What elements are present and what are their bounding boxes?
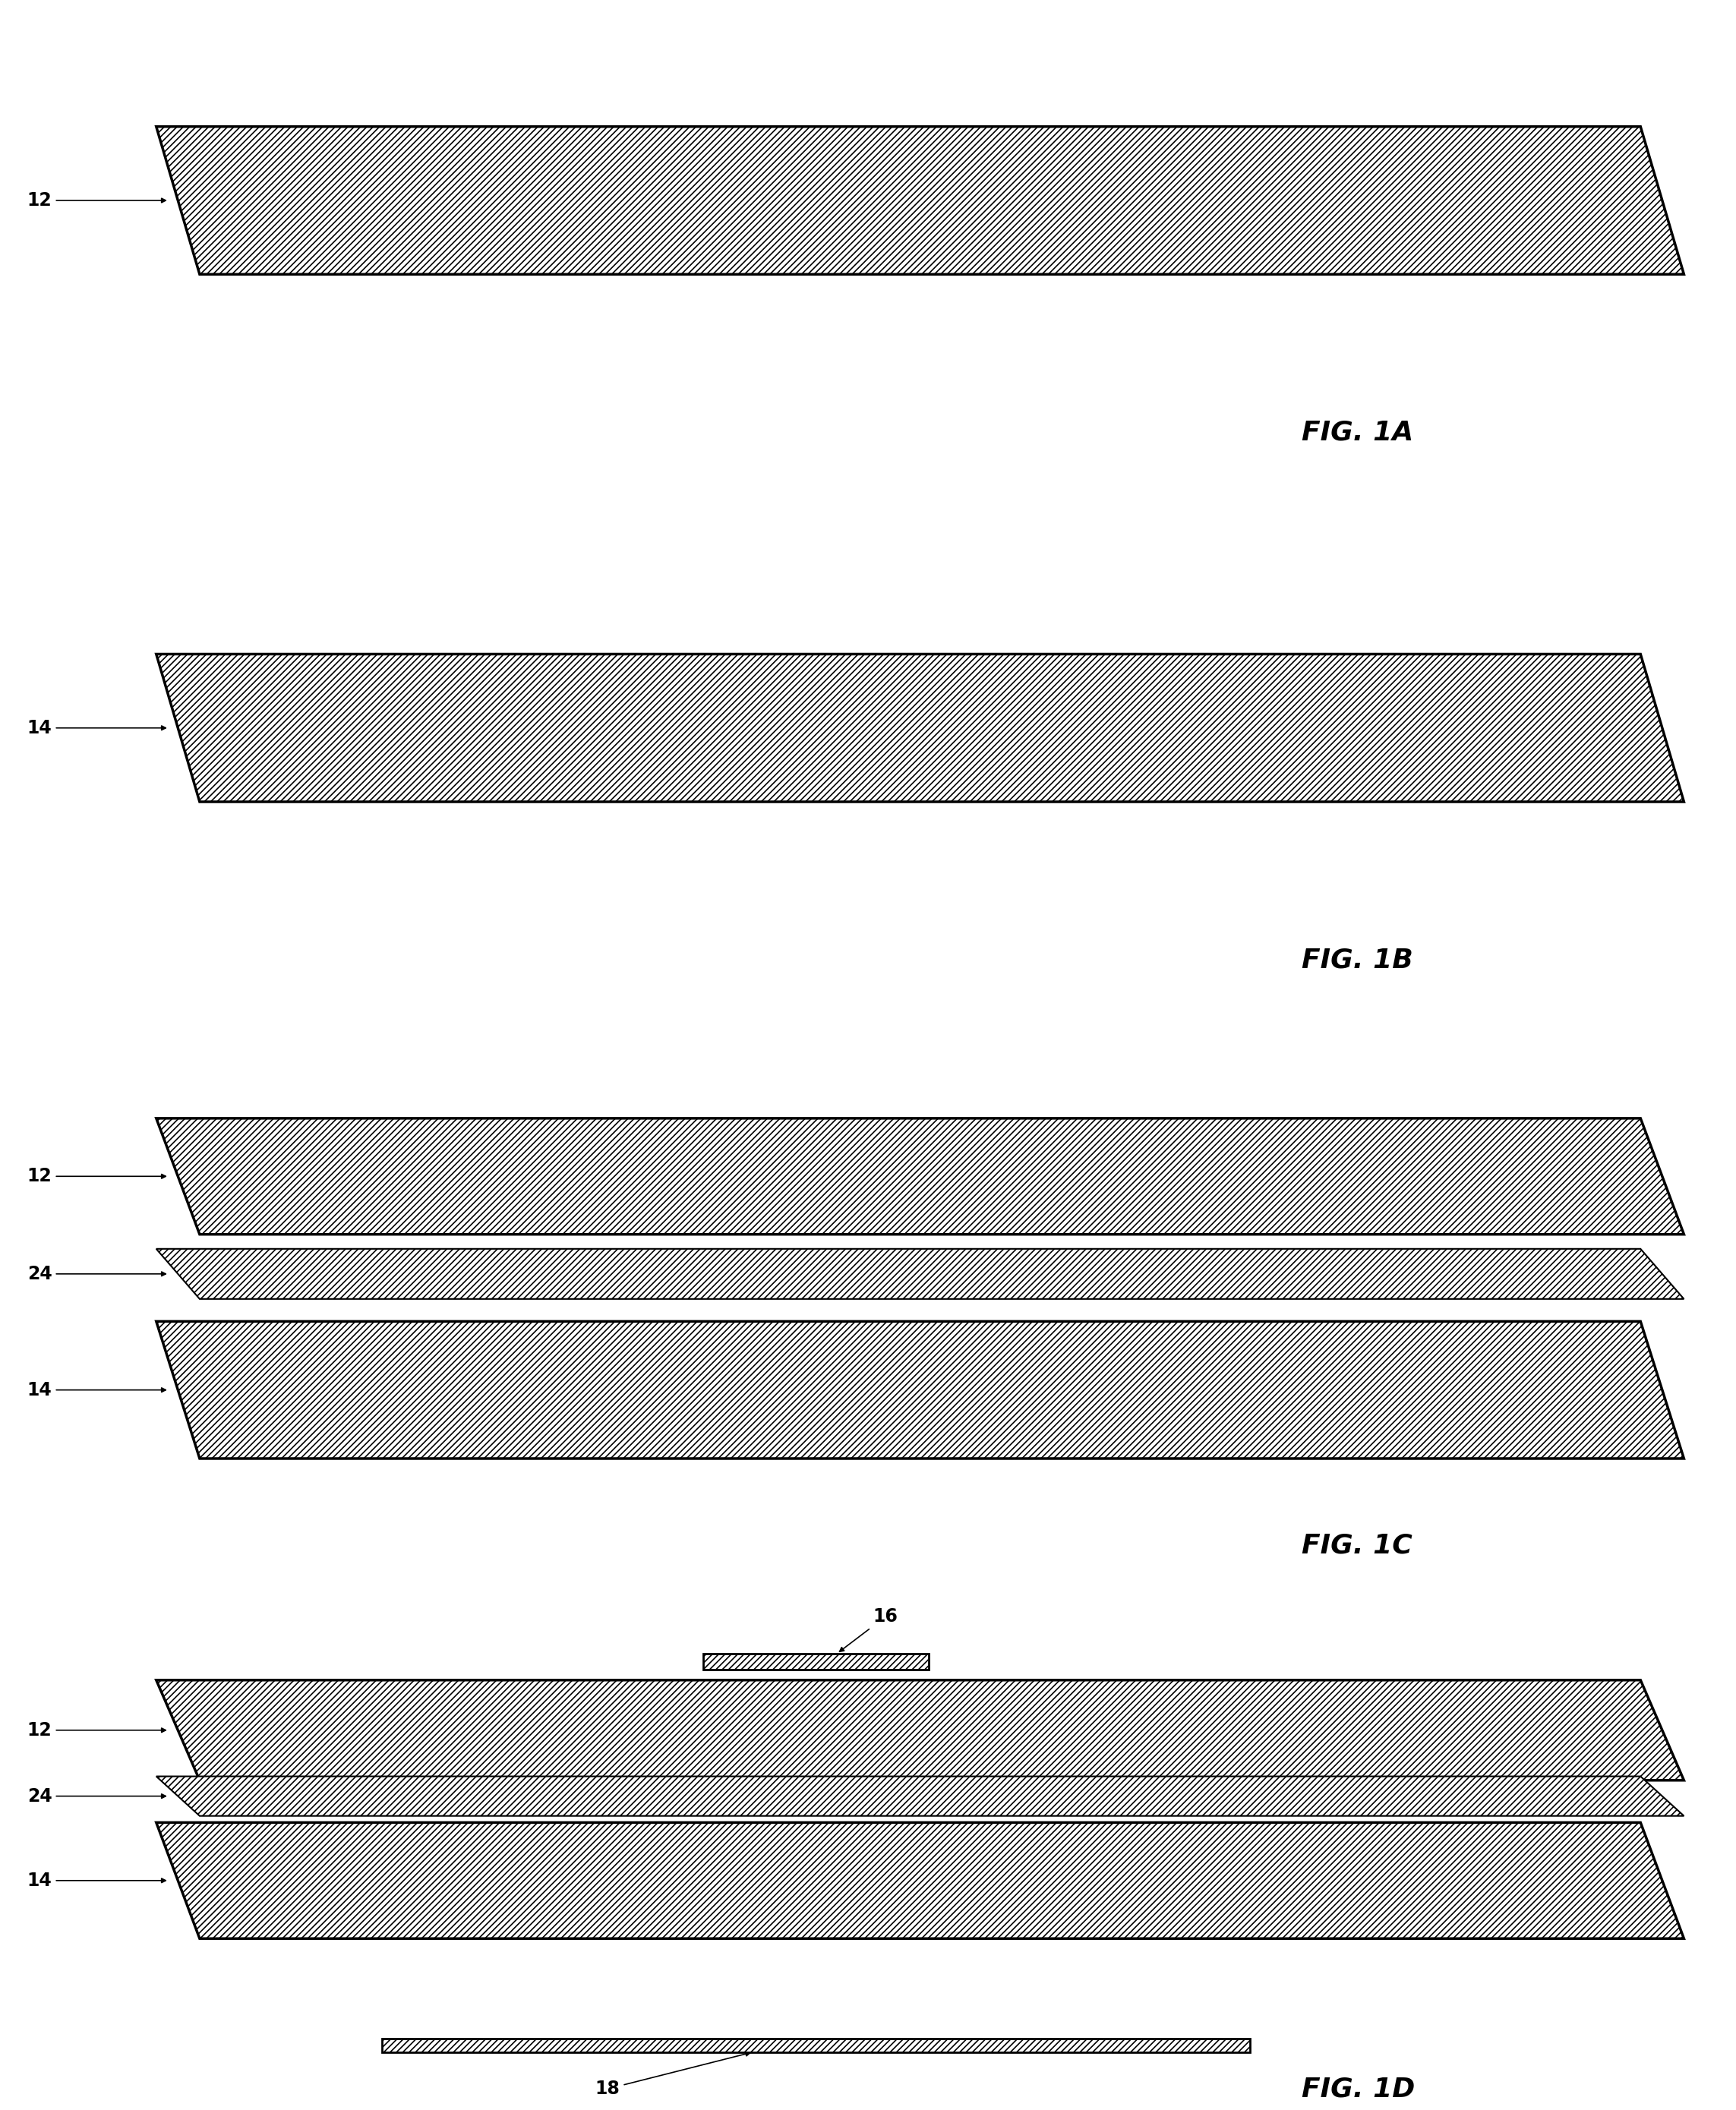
Text: 14: 14 bbox=[28, 720, 165, 736]
Polygon shape bbox=[156, 1680, 1684, 1781]
Text: 24: 24 bbox=[28, 1787, 165, 1806]
Text: 12: 12 bbox=[28, 1167, 165, 1186]
Polygon shape bbox=[156, 1249, 1684, 1300]
Text: 12: 12 bbox=[28, 192, 165, 209]
Text: 14: 14 bbox=[28, 1380, 165, 1399]
Polygon shape bbox=[156, 1823, 1684, 1939]
Text: 16: 16 bbox=[840, 1608, 898, 1652]
Polygon shape bbox=[156, 654, 1684, 802]
Text: 12: 12 bbox=[28, 1722, 165, 1739]
Text: 24: 24 bbox=[28, 1264, 165, 1283]
Polygon shape bbox=[156, 1321, 1684, 1458]
Text: FIG. 1B: FIG. 1B bbox=[1302, 947, 1413, 973]
Bar bbox=[382, 2038, 1250, 2051]
Polygon shape bbox=[156, 1777, 1684, 1817]
Text: 18: 18 bbox=[595, 2051, 750, 2097]
Polygon shape bbox=[156, 1118, 1684, 1234]
Polygon shape bbox=[156, 127, 1684, 274]
Text: FIG. 1C: FIG. 1C bbox=[1302, 1532, 1413, 1559]
Text: FIG. 1A: FIG. 1A bbox=[1302, 420, 1413, 445]
Text: FIG. 1D: FIG. 1D bbox=[1302, 2076, 1415, 2102]
Bar bbox=[703, 1654, 929, 1669]
Text: 14: 14 bbox=[28, 1872, 165, 1891]
